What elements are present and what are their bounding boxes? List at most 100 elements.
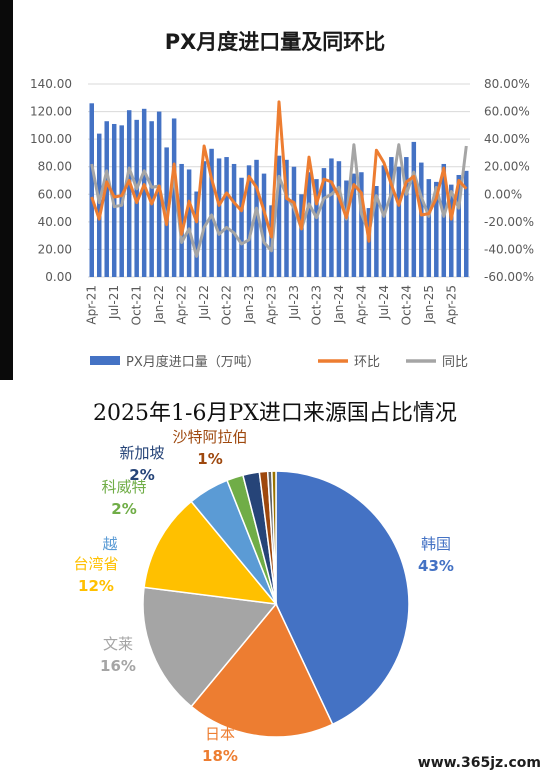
y-right-tick-label: 40.00%	[484, 132, 530, 146]
bar	[141, 108, 147, 277]
bar	[246, 165, 252, 277]
pie-slice	[275, 470, 410, 726]
bar	[156, 111, 162, 277]
y-right-tick-label: 60.00%	[484, 105, 530, 119]
pie-slice	[271, 470, 277, 605]
pie-label-name: 日本	[205, 725, 235, 743]
bar	[404, 157, 409, 277]
bar	[359, 172, 364, 277]
series-line-环比	[90, 100, 468, 243]
x-tick-label: Oct-24	[399, 285, 413, 325]
bar	[336, 161, 342, 277]
bar	[411, 141, 417, 277]
bar	[89, 103, 94, 277]
y-left-tick-label: 140.00	[30, 77, 72, 91]
x-tick-label: Jul-24	[377, 285, 391, 320]
pie-slice	[142, 586, 278, 708]
x-tick-label: Oct-22	[220, 285, 234, 325]
pie-label-name: 台湾省	[73, 555, 118, 573]
bar	[276, 155, 282, 277]
bar	[396, 166, 402, 277]
x-tick-label: Apr-22	[175, 285, 189, 325]
bar	[464, 170, 469, 277]
y-left-tick-label: 20.00	[38, 242, 72, 256]
x-tick-label: Jul-21	[107, 285, 121, 320]
y-left-tick-label: 120.00	[30, 105, 72, 119]
pie-label-name: 新加坡	[119, 444, 164, 462]
chart-panel-imports: PX月度进口量及同环比 0.00 20.00 40.00 60.00 80.00 100.…	[0, 0, 550, 385]
bar	[389, 157, 394, 277]
pie-label-name: 韩国	[421, 535, 451, 553]
y-right-tick-label: 80.00%	[484, 77, 530, 91]
y-left-tick-label: 40.00	[38, 215, 72, 229]
bar	[186, 169, 192, 277]
bar	[209, 148, 214, 277]
y-right-tick-label: 20.00%	[484, 160, 530, 174]
y-right-tick-label: -20.00%	[484, 215, 534, 229]
pie-label-name: 越	[102, 535, 117, 553]
bar	[201, 161, 207, 277]
pie-slice	[190, 602, 334, 738]
pie-label-name: 文莱	[103, 635, 133, 653]
pie-label-name: 沙特阿拉伯	[172, 428, 247, 446]
bar	[381, 165, 387, 277]
bar	[321, 168, 327, 277]
bar	[216, 158, 222, 277]
bar	[329, 158, 334, 277]
bar	[254, 159, 259, 277]
bar	[419, 162, 424, 277]
x-tick-label: Apr-23	[265, 285, 279, 325]
x-tick-label: Jan-25	[422, 285, 436, 324]
bar	[351, 173, 357, 277]
pie-chart-title: 2025年1-6月PX进口来源国占比情况	[93, 401, 457, 426]
legend-label: PX月度进口量（万吨）	[126, 354, 260, 370]
y-left-tick-label: 0.00	[45, 270, 72, 284]
y-left-tick-label: 60.00	[38, 187, 72, 201]
bar	[434, 181, 439, 277]
legend-swatch	[90, 356, 120, 365]
bar	[194, 191, 199, 277]
bar	[426, 179, 432, 277]
x-tick-label: Jul-22	[197, 285, 211, 320]
x-tick-label: Oct-23	[309, 285, 323, 325]
pie-label-name: 科威特	[101, 478, 146, 496]
combo-chart: 0.00 20.00 40.00 60.00 80.00 100.00 120.00 140.…	[30, 77, 534, 370]
bar	[239, 177, 244, 277]
bar	[149, 121, 154, 277]
bar	[344, 180, 349, 277]
bar	[456, 174, 462, 277]
bar	[441, 163, 447, 277]
x-tick-label: Apr-24	[354, 285, 368, 325]
bar	[374, 186, 379, 277]
bar	[96, 133, 102, 277]
x-tick-label: Jan-22	[152, 285, 166, 324]
bar	[291, 166, 297, 277]
x-tick-label: Oct-21	[130, 285, 144, 325]
bar	[126, 110, 132, 277]
black-edge-bar	[0, 0, 13, 380]
pie-label-pct: 12%	[78, 577, 114, 595]
bar	[284, 159, 289, 277]
pie-slice	[143, 500, 278, 605]
chart-title: PX月度进口量及同环比	[164, 30, 386, 54]
x-tick-label: Jul-23	[287, 285, 301, 320]
pie-label-pct: 43%	[418, 557, 454, 575]
legend-label: 环比	[354, 355, 380, 370]
x-tick-label: Apr-25	[444, 285, 458, 325]
bar	[314, 179, 319, 277]
x-tick-label: Jan-23	[242, 285, 256, 324]
bar	[261, 173, 267, 277]
chart-panel-pie: 韩国 43% 日本 18% 文莱 16% 台湾省 12% 越科威特 2% 新加坡 2% 沙特阿拉伯 1% …	[0, 385, 550, 779]
bar	[449, 184, 454, 277]
x-tick-label: Apr-21	[85, 285, 99, 325]
pie-label-pct: 16%	[100, 657, 136, 675]
pie-label-pct: 1%	[197, 450, 222, 468]
bar	[224, 157, 229, 277]
watermark: www.365jz.com	[414, 755, 544, 771]
y-right-tick-label: -40.00%	[484, 242, 534, 256]
series-line-同比	[90, 143, 468, 258]
y-left-tick-label: 100.00	[30, 132, 72, 146]
bar	[231, 163, 237, 277]
legend-label: 同比	[442, 355, 468, 370]
